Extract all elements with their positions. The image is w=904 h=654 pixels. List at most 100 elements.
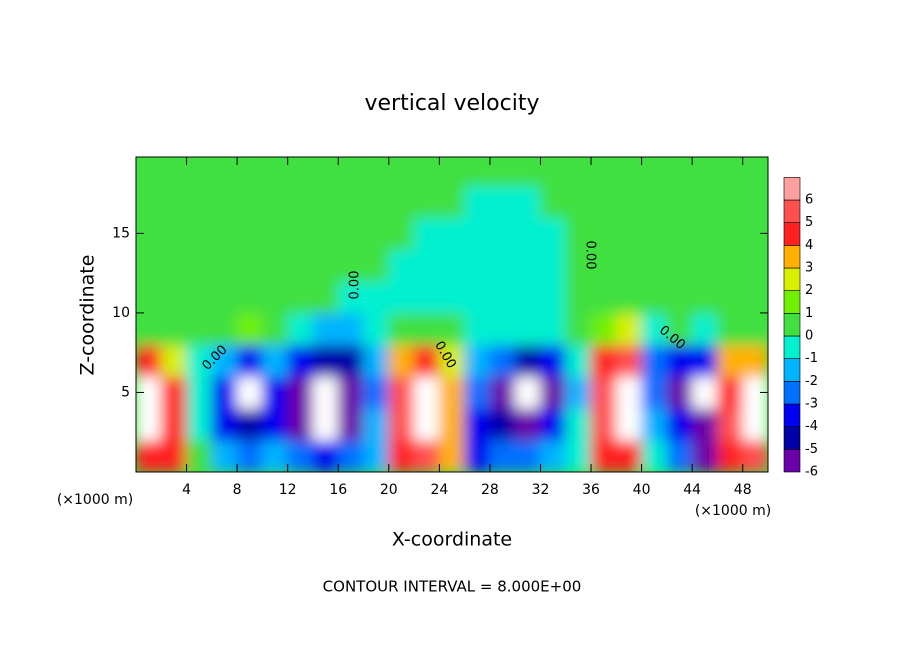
field-cell	[236, 439, 263, 472]
field-cell	[539, 439, 567, 472]
field-cell	[413, 439, 440, 472]
field-cell	[312, 185, 339, 218]
field-cell	[641, 344, 668, 378]
field-cell	[337, 216, 365, 250]
field-cell	[186, 280, 213, 314]
field-cell	[363, 407, 390, 441]
field-cell	[438, 407, 466, 441]
x-unit-right: (×1000 m)	[695, 503, 771, 519]
field-cell	[489, 439, 516, 472]
field-cell	[716, 376, 744, 409]
field-cell	[337, 407, 365, 441]
field-cell	[287, 376, 314, 409]
field-cell	[691, 157, 718, 187]
field-cell	[565, 280, 592, 314]
field-cell	[363, 157, 390, 187]
field-cell	[211, 185, 238, 218]
field-cell	[287, 185, 314, 218]
field-cell	[337, 344, 365, 378]
field-cell	[413, 312, 440, 346]
field-cell	[539, 312, 567, 346]
field-cell	[413, 248, 440, 282]
field-cell	[742, 312, 768, 346]
colorbar-label: 5	[805, 215, 813, 230]
field-cell	[742, 185, 768, 218]
colorbar-label: -5	[805, 442, 818, 457]
field-cell	[337, 157, 365, 187]
plot-frame	[135, 156, 769, 473]
x-unit-left: (×1000 m)	[57, 492, 133, 508]
field-cell	[160, 344, 188, 378]
field-cell	[136, 344, 162, 378]
field-cell	[186, 157, 213, 187]
field-cell	[615, 157, 643, 187]
field-cell	[615, 185, 643, 218]
field-cell	[514, 248, 541, 282]
field-cell	[186, 407, 213, 441]
field-cell	[186, 248, 213, 282]
field-cell	[160, 216, 188, 250]
field-cell	[211, 407, 238, 441]
colorbar-swatch	[783, 290, 801, 314]
field-cell	[716, 157, 744, 187]
field-cell	[388, 185, 415, 218]
field-cell	[691, 407, 718, 441]
field-cell	[641, 376, 668, 409]
colorbar-swatch	[783, 267, 801, 291]
contour-label: 0.00	[583, 241, 598, 270]
field-cell	[312, 157, 339, 187]
field-cell	[160, 312, 188, 346]
field-cell	[489, 312, 516, 346]
field-cell	[539, 248, 567, 282]
field-cell	[363, 439, 390, 472]
field-cell	[388, 439, 415, 472]
field-cell	[716, 439, 744, 472]
colorbar-label: -4	[805, 419, 818, 434]
field-cell	[363, 376, 390, 409]
field-cell	[186, 216, 213, 250]
field-cell	[615, 344, 643, 378]
field-cell	[641, 312, 668, 346]
field-cell	[287, 248, 314, 282]
field-cell	[160, 157, 188, 187]
field-cell	[388, 248, 415, 282]
field-cell	[565, 407, 592, 441]
field-cell	[565, 157, 592, 187]
field-cell	[590, 185, 617, 218]
field-cell	[641, 248, 668, 282]
colorbar-label: 1	[805, 306, 813, 321]
field-cell	[388, 216, 415, 250]
field-cell	[211, 157, 238, 187]
colorbar-label: -2	[805, 374, 818, 389]
field-cell	[514, 280, 541, 314]
field-cell	[438, 376, 466, 409]
field-cell	[565, 248, 592, 282]
field-cell	[565, 312, 592, 346]
field-cell	[312, 312, 339, 346]
field-cell	[742, 407, 768, 441]
field-cell	[236, 344, 263, 378]
field-cell	[438, 216, 466, 250]
field-cell	[337, 280, 365, 314]
x-tick-label: 28	[481, 482, 499, 498]
field-cell	[742, 157, 768, 187]
field-cell	[363, 280, 390, 314]
field-cell	[691, 376, 718, 409]
field-cell	[236, 280, 263, 314]
field-cell	[261, 312, 289, 346]
field-cell	[211, 439, 238, 472]
y-axis-label: Z-coordinate	[77, 255, 99, 376]
field-cell	[438, 185, 466, 218]
field-cell	[438, 439, 466, 472]
field-cell	[514, 439, 541, 472]
field-cell	[565, 439, 592, 472]
field-cell	[438, 344, 466, 378]
field-cell	[514, 376, 541, 409]
field-cell	[136, 157, 162, 187]
colorbar-label: -6	[805, 465, 818, 480]
field-cell	[312, 248, 339, 282]
field-cell	[287, 312, 314, 346]
colorbar-swatch	[783, 381, 801, 405]
field-cell	[514, 216, 541, 250]
field-cell	[590, 407, 617, 441]
